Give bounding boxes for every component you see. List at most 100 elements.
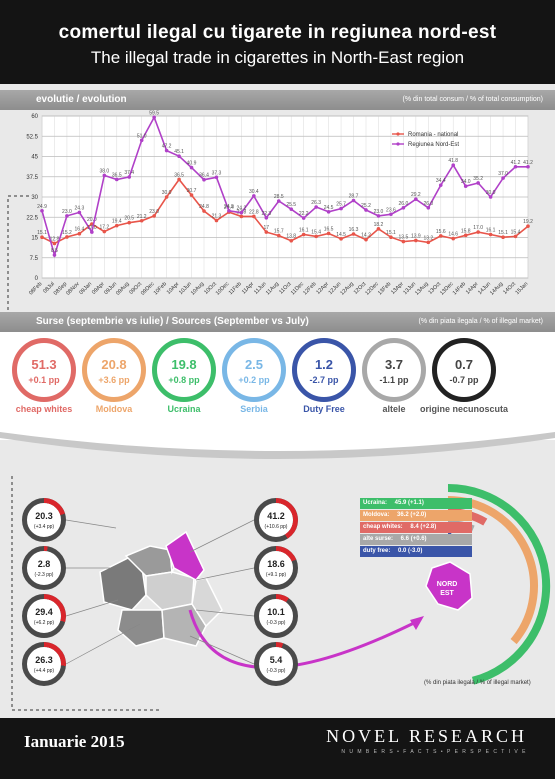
data-point xyxy=(177,154,181,159)
data-point xyxy=(189,165,194,170)
data-point xyxy=(77,210,82,215)
ring-fill xyxy=(22,594,66,638)
data-point xyxy=(214,175,219,180)
region-source-label: alte surse: xyxy=(363,536,394,542)
data-label: 19.4 xyxy=(112,219,122,225)
data-point xyxy=(264,230,269,234)
legend-entry: Romania - national xyxy=(408,132,458,138)
series-line xyxy=(41,115,528,258)
data-point xyxy=(376,214,381,218)
x-tick-label: 14Aug xyxy=(489,281,504,296)
county-northeast xyxy=(165,530,205,581)
source-delta: +3.6 pp xyxy=(98,375,130,385)
source-circle: 51.3 +0.1 pp xyxy=(12,338,76,402)
ring-value: 18.6 xyxy=(267,559,285,569)
x-tick-label: 14Feb xyxy=(452,281,467,296)
x-tick-label: 12Dec xyxy=(364,281,380,297)
data-label: 47.2 xyxy=(162,144,172,150)
evolution-title: evolutie / evolution xyxy=(36,94,127,105)
data-label: 17.0 xyxy=(473,225,483,231)
romania-map xyxy=(99,530,223,647)
data-label: 28.5 xyxy=(274,194,284,200)
data-point xyxy=(102,229,107,234)
data-label: 45.1 xyxy=(174,149,184,155)
data-label: 8.5 xyxy=(51,248,58,254)
ring-fill xyxy=(254,546,298,590)
region-source-label: duty free: xyxy=(363,548,391,554)
ring-fill xyxy=(22,546,66,590)
x-tick-label: 10Dec xyxy=(215,281,231,297)
data-label: 35.2 xyxy=(473,176,483,182)
data-point xyxy=(451,236,456,241)
data-point xyxy=(501,235,505,240)
x-tick-label: 08Nov xyxy=(65,281,81,297)
data-label: 18.2 xyxy=(374,222,384,228)
data-point xyxy=(389,212,393,217)
ring-connector xyxy=(65,519,117,529)
data-label: 24.8 xyxy=(199,204,209,210)
ring-value: 10.1 xyxy=(267,607,285,617)
data-point xyxy=(52,241,57,246)
ring-delta: (-0.3 pp) xyxy=(266,668,286,674)
data-point xyxy=(389,235,393,240)
ring-value: 2.8 xyxy=(37,559,51,569)
data-label: 26.0 xyxy=(399,201,409,207)
x-tick-label: 10Apr xyxy=(166,281,181,296)
data-point xyxy=(326,210,331,214)
brand-tagline: N U M B E R S • F A C T S • P E R S P E … xyxy=(341,749,527,755)
ring-connector xyxy=(195,567,255,581)
data-point xyxy=(127,175,132,179)
data-label: 24.3 xyxy=(75,205,85,211)
region-source-row: cheap whites: 8.4 (+2.8) xyxy=(360,522,472,533)
region-ring: 41.2 (+10.6 pp) xyxy=(254,498,298,542)
data-point xyxy=(401,239,406,244)
source-value: 51.3 xyxy=(31,357,57,372)
region-ring: 10.1 (-0.3 pp) xyxy=(254,594,298,638)
ring-fill xyxy=(254,594,298,638)
y-tick-label: 7.5 xyxy=(30,256,39,262)
y-tick-label: 0 xyxy=(35,276,39,282)
data-point xyxy=(127,220,132,225)
data-label: 15.1 xyxy=(37,230,47,236)
ring-delta: (+9.1 pp) xyxy=(265,572,287,578)
x-tick-label: 15Jan xyxy=(515,281,530,296)
source-label: Duty Free xyxy=(303,404,345,414)
data-point xyxy=(414,197,418,201)
ring-fill xyxy=(22,642,66,686)
data-point xyxy=(488,195,493,199)
x-tick-label: 14Apr xyxy=(465,281,480,296)
x-tick-label: 13Apr xyxy=(390,281,405,296)
data-label: 30.0 xyxy=(162,190,172,196)
data-label: 16.4 xyxy=(75,227,85,233)
data-label: 41.2 xyxy=(511,160,521,166)
x-tick-label: 12Feb xyxy=(302,281,317,296)
data-label: 34.4 xyxy=(436,178,446,184)
data-label: 25.5 xyxy=(286,202,296,208)
region-ring: 5.4 (-0.3 pp) xyxy=(254,642,298,686)
data-label: 30.0 xyxy=(486,190,496,196)
data-point xyxy=(401,206,406,210)
ring-fill xyxy=(22,498,66,542)
data-point xyxy=(239,210,244,215)
source-circle: 3.7 -1.1 pp xyxy=(362,338,426,402)
ring-delta: (-0.3 pp) xyxy=(266,620,286,626)
region-ring: 18.6 (+9.1 pp) xyxy=(254,546,298,590)
ring-fill xyxy=(254,642,298,686)
report-date: Ianuarie 2015 xyxy=(24,732,125,751)
source-circle: 2.5 +0.2 pp xyxy=(222,338,286,402)
data-point xyxy=(351,198,356,203)
sources-unit: (% din piata ilegala / % of illegal mark… xyxy=(418,318,543,325)
data-point xyxy=(114,223,119,228)
data-label: 24.9 xyxy=(37,204,47,210)
data-label: 37.0 xyxy=(498,171,508,177)
data-point xyxy=(227,208,231,213)
ring-delta: (+6.2 pp) xyxy=(33,620,55,626)
data-label: 15.6 xyxy=(436,229,446,235)
data-point xyxy=(339,237,343,241)
ring-connector xyxy=(65,623,141,665)
region-source-label: cheap whites: xyxy=(363,524,403,530)
data-label: 17.2 xyxy=(99,225,109,231)
data-point xyxy=(314,234,318,239)
data-label: 30.4 xyxy=(249,189,259,195)
data-label: 13.8 xyxy=(286,234,296,240)
